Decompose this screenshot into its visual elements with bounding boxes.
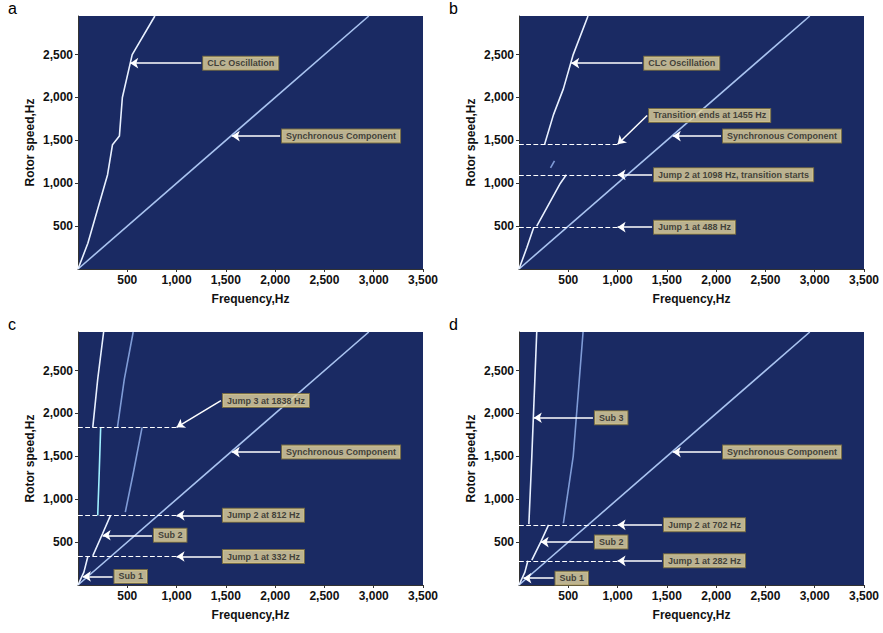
svg-text:2,000: 2,000 <box>43 406 73 420</box>
svg-text:Jump 1 at 282 Hz: Jump 1 at 282 Hz <box>668 556 742 566</box>
svg-text:1,000: 1,000 <box>43 176 73 190</box>
svg-text:2,500: 2,500 <box>43 48 73 62</box>
svg-text:1,500: 1,500 <box>43 133 73 147</box>
svg-text:1,000: 1,000 <box>162 589 192 603</box>
svg-text:3,000: 3,000 <box>800 589 830 603</box>
svg-text:Sub 1: Sub 1 <box>560 573 585 583</box>
svg-text:3,000: 3,000 <box>800 273 830 287</box>
svg-text:3,000: 3,000 <box>359 589 389 603</box>
svg-text:1,500: 1,500 <box>484 133 514 147</box>
svg-text:Jump 3 at 1838 Hz: Jump 3 at 1838 Hz <box>227 396 306 406</box>
svg-text:Sub 1: Sub 1 <box>119 571 144 581</box>
svg-text:3,500: 3,500 <box>408 589 438 603</box>
svg-text:1,500: 1,500 <box>211 273 241 287</box>
svg-text:Frequency,Hz: Frequency,Hz <box>653 292 731 306</box>
svg-text:500: 500 <box>53 535 73 549</box>
svg-text:2,000: 2,000 <box>484 406 514 420</box>
svg-text:2,500: 2,500 <box>309 273 339 287</box>
svg-text:2,000: 2,000 <box>43 90 73 104</box>
svg-text:500: 500 <box>558 589 578 603</box>
svg-text:Synchronous Component: Synchronous Component <box>286 447 396 457</box>
svg-text:Rotor speed,Hz: Rotor speed,Hz <box>23 98 37 186</box>
svg-text:1,500: 1,500 <box>484 449 514 463</box>
svg-text:Sub 2: Sub 2 <box>599 537 624 547</box>
svg-text:2,500: 2,500 <box>43 364 73 378</box>
svg-text:Jump 2 at 1098 Hz, transition: Jump 2 at 1098 Hz, transition starts <box>658 170 809 180</box>
svg-text:1,000: 1,000 <box>484 492 514 506</box>
svg-text:1,500: 1,500 <box>43 449 73 463</box>
svg-text:500: 500 <box>494 535 514 549</box>
svg-text:500: 500 <box>117 589 137 603</box>
svg-text:1,000: 1,000 <box>162 273 192 287</box>
svg-text:2,500: 2,500 <box>750 273 780 287</box>
svg-text:Synchronous Component: Synchronous Component <box>727 447 837 457</box>
svg-text:2,500: 2,500 <box>484 48 514 62</box>
svg-text:1,500: 1,500 <box>211 589 241 603</box>
svg-text:3,500: 3,500 <box>849 589 879 603</box>
svg-text:500: 500 <box>117 273 137 287</box>
svg-text:2,000: 2,000 <box>260 589 290 603</box>
svg-text:CLC Oscillation: CLC Oscillation <box>648 58 715 68</box>
svg-text:2,500: 2,500 <box>484 364 514 378</box>
svg-text:500: 500 <box>558 273 578 287</box>
svg-text:500: 500 <box>53 219 73 233</box>
svg-text:Frequency,Hz: Frequency,Hz <box>653 608 731 622</box>
svg-text:1,000: 1,000 <box>603 273 633 287</box>
svg-text:1,000: 1,000 <box>43 492 73 506</box>
svg-text:2,000: 2,000 <box>701 589 731 603</box>
svg-text:Rotor speed,Hz: Rotor speed,Hz <box>464 98 478 186</box>
svg-text:Synchronous Component: Synchronous Component <box>286 131 396 141</box>
svg-text:d: d <box>449 316 458 333</box>
svg-text:Jump 1 at 332 Hz: Jump 1 at 332 Hz <box>227 552 301 562</box>
svg-text:2,000: 2,000 <box>484 90 514 104</box>
svg-text:CLC Oscillation: CLC Oscillation <box>207 58 274 68</box>
svg-text:Frequency,Hz: Frequency,Hz <box>212 292 290 306</box>
svg-text:2,500: 2,500 <box>309 589 339 603</box>
svg-text:Sub 3: Sub 3 <box>599 413 624 423</box>
svg-text:Rotor speed,Hz: Rotor speed,Hz <box>464 414 478 502</box>
svg-text:Synchronous Component: Synchronous Component <box>727 131 837 141</box>
svg-text:2,500: 2,500 <box>750 589 780 603</box>
svg-text:500: 500 <box>494 219 514 233</box>
svg-text:c: c <box>8 316 16 333</box>
svg-text:Frequency,Hz: Frequency,Hz <box>212 608 290 622</box>
svg-text:3,500: 3,500 <box>408 273 438 287</box>
svg-text:2,000: 2,000 <box>701 273 731 287</box>
svg-text:3,000: 3,000 <box>359 273 389 287</box>
svg-text:Jump 2 at 702 Hz: Jump 2 at 702 Hz <box>668 520 742 530</box>
svg-text:1,000: 1,000 <box>484 176 514 190</box>
svg-text:b: b <box>449 0 458 17</box>
svg-text:Rotor speed,Hz: Rotor speed,Hz <box>23 414 37 502</box>
svg-text:1,000: 1,000 <box>603 589 633 603</box>
svg-text:1,500: 1,500 <box>652 273 682 287</box>
svg-text:1,500: 1,500 <box>652 589 682 603</box>
svg-text:Sub 2: Sub 2 <box>158 530 183 540</box>
svg-text:3,500: 3,500 <box>849 273 879 287</box>
svg-text:a: a <box>8 0 17 17</box>
svg-text:2,000: 2,000 <box>260 273 290 287</box>
svg-text:Jump 2 at 812 Hz: Jump 2 at 812 Hz <box>227 510 301 520</box>
svg-text:Transition ends at 1455 Hz: Transition ends at 1455 Hz <box>653 110 767 120</box>
svg-text:Jump 1 at 488 Hz: Jump 1 at 488 Hz <box>658 222 732 232</box>
